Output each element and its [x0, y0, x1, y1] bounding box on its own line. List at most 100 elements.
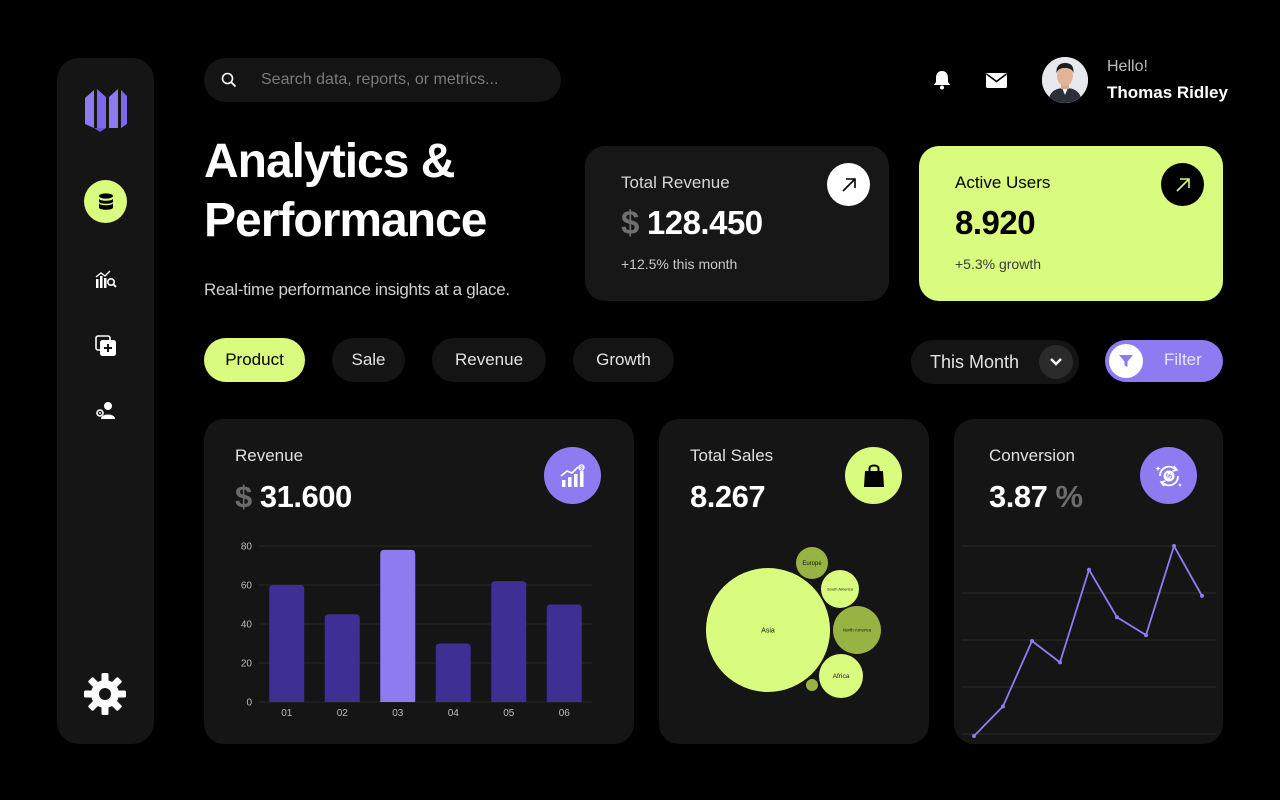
revenue-icon-badge: $	[544, 447, 601, 504]
data-point	[1087, 567, 1091, 572]
search-input[interactable]	[261, 71, 531, 89]
x-tick-label: 02	[337, 708, 349, 719]
arrow-up-right-icon	[1175, 177, 1190, 192]
currency-symbol: $	[235, 479, 252, 514]
total-revenue-value: $128.450	[621, 204, 763, 242]
tab-growth[interactable]: Growth	[573, 338, 674, 382]
bubble	[821, 570, 859, 608]
x-tick-label: 01	[281, 708, 293, 719]
data-point	[1172, 544, 1176, 548]
bubble	[706, 568, 830, 692]
database-icon	[98, 192, 113, 210]
total-revenue-note: +12.5% this month	[621, 256, 738, 272]
tab-product[interactable]: Product	[204, 338, 305, 382]
sidebar-item-database[interactable]	[84, 180, 127, 223]
chart-search-icon	[95, 270, 117, 288]
currency-symbol: $	[621, 204, 639, 241]
data-point	[1144, 633, 1148, 638]
bubble-label: North America	[843, 628, 872, 633]
percent-refresh-icon: %	[1154, 465, 1182, 487]
bar	[546, 604, 582, 702]
period-selected: This Month	[930, 351, 1020, 372]
active-users-value: 8.920	[955, 204, 1036, 241]
chevron-down-button[interactable]	[1039, 345, 1073, 379]
revenue-growth-icon: $	[559, 463, 585, 487]
filter-button[interactable]: Filter	[1105, 340, 1223, 382]
conversion-value: 3.87 %	[989, 479, 1083, 515]
page-subtitle: Real-time performance insights at a glac…	[204, 280, 510, 299]
svg-text:%: %	[1165, 473, 1172, 480]
total-revenue-card: Total Revenue $128.450 +12.5% this month	[585, 146, 889, 301]
total-revenue-amount: 128.450	[646, 204, 763, 241]
conversion-panel: Conversion 3.87 % %	[954, 419, 1223, 744]
search-icon	[221, 72, 237, 88]
conversion-unit: %	[1055, 479, 1083, 514]
sales-bubble-chart: Asia Europe South America North America Afri…	[706, 547, 881, 698]
sales-icon-badge	[845, 447, 902, 504]
conversion-line-chart	[962, 544, 1216, 738]
bubble	[819, 654, 863, 698]
series-line	[973, 545, 1203, 737]
y-tick-label: 40	[241, 620, 253, 631]
x-tick-label: 06	[559, 708, 571, 719]
total-revenue-open-button[interactable]	[827, 163, 870, 206]
gear-icon[interactable]	[83, 672, 127, 716]
chevron-down-icon	[1050, 358, 1062, 366]
bar	[380, 549, 416, 702]
tab-revenue[interactable]: Revenue	[432, 338, 546, 382]
bar	[269, 585, 305, 702]
bubble-label: Africa	[833, 673, 850, 680]
period-dropdown[interactable]: This Month	[911, 340, 1079, 384]
bubble-label: South America	[827, 586, 854, 591]
greeting: Hello!	[1107, 58, 1148, 75]
y-tick-label: 0	[246, 698, 252, 709]
total-sales-value: 8.267	[690, 479, 766, 514]
data-point	[1001, 704, 1005, 709]
bubble-label: Asia	[761, 627, 775, 634]
tab-sale[interactable]: Sale	[332, 338, 405, 382]
data-point	[1115, 615, 1119, 620]
bar	[324, 614, 360, 702]
bubble-label: Europe	[802, 561, 822, 567]
arrow-up-right-icon	[841, 177, 856, 192]
bubble	[796, 547, 828, 579]
x-tick-label: 05	[503, 708, 515, 719]
x-tick-label: 04	[448, 708, 460, 719]
shopping-bag-icon	[863, 464, 884, 487]
revenue-panel: Revenue $ 31.600 $ 0 20 40 60 80 01 02 03 04 05 06	[204, 419, 634, 744]
filter-icon-wrap	[1109, 344, 1143, 378]
filter-label: Filter	[1164, 350, 1202, 369]
sidebar-item-add[interactable]	[84, 324, 127, 367]
total-revenue-label: Total Revenue	[621, 173, 730, 192]
revenue-panel-value: $ 31.600	[235, 479, 352, 515]
svg-text:$: $	[580, 465, 583, 471]
active-users-open-button[interactable]	[1161, 163, 1204, 206]
active-users-label: Active Users	[955, 173, 1051, 192]
x-tick-label: 03	[392, 708, 404, 719]
active-users-note: +5.3% growth	[955, 256, 1041, 272]
search-bar	[204, 58, 561, 102]
user-name: Thomas Ridley	[1107, 83, 1228, 102]
bubble	[833, 606, 881, 654]
user-settings-icon	[95, 401, 115, 419]
data-point	[972, 734, 976, 738]
mail-icon[interactable]	[985, 69, 1008, 91]
active-users-card: Active Users 8.920 +5.3% growth	[919, 146, 1223, 301]
data-point	[1030, 639, 1034, 643]
page-title: Analytics & Performance	[204, 135, 487, 247]
sidebar-item-users[interactable]	[84, 389, 127, 432]
sidebar-item-analytics[interactable]	[84, 257, 127, 300]
revenue-bar-chart: 0 20 40 60 80 01 02 03 04 05 06	[241, 542, 592, 719]
avatar[interactable]	[1042, 57, 1088, 103]
bar	[435, 643, 471, 702]
conversion-icon-badge: %	[1140, 447, 1197, 504]
revenue-panel-amount: 31.600	[259, 479, 352, 514]
y-tick-label: 60	[241, 581, 253, 592]
add-square-icon	[94, 334, 116, 356]
conversion-title: Conversion	[989, 446, 1075, 465]
y-tick-label: 20	[241, 659, 253, 670]
brand-logo-icon	[85, 89, 127, 132]
sidebar	[57, 58, 154, 744]
total-sales-panel: Total Sales 8.267 Asia Europe South Americ…	[659, 419, 929, 744]
bell-icon[interactable]	[931, 69, 953, 91]
